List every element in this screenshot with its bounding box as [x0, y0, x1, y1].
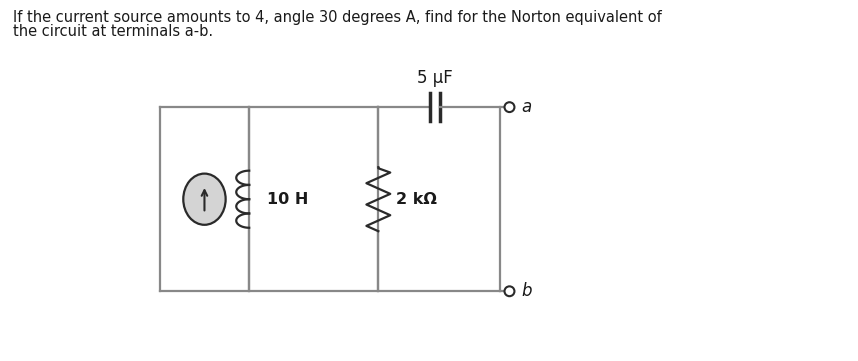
Text: a: a [522, 98, 532, 116]
Circle shape [505, 102, 515, 112]
Text: If the current source amounts to 4, angle 30 degrees A, find for the Norton equi: If the current source amounts to 4, angl… [13, 10, 662, 25]
Text: 2 kΩ: 2 kΩ [396, 192, 438, 207]
Text: 10 H: 10 H [267, 192, 308, 207]
Text: the circuit at terminals a-b.: the circuit at terminals a-b. [13, 25, 213, 39]
Text: b: b [522, 282, 532, 300]
Text: 5 μF: 5 μF [417, 69, 453, 87]
Circle shape [505, 286, 515, 296]
Ellipse shape [184, 174, 226, 225]
